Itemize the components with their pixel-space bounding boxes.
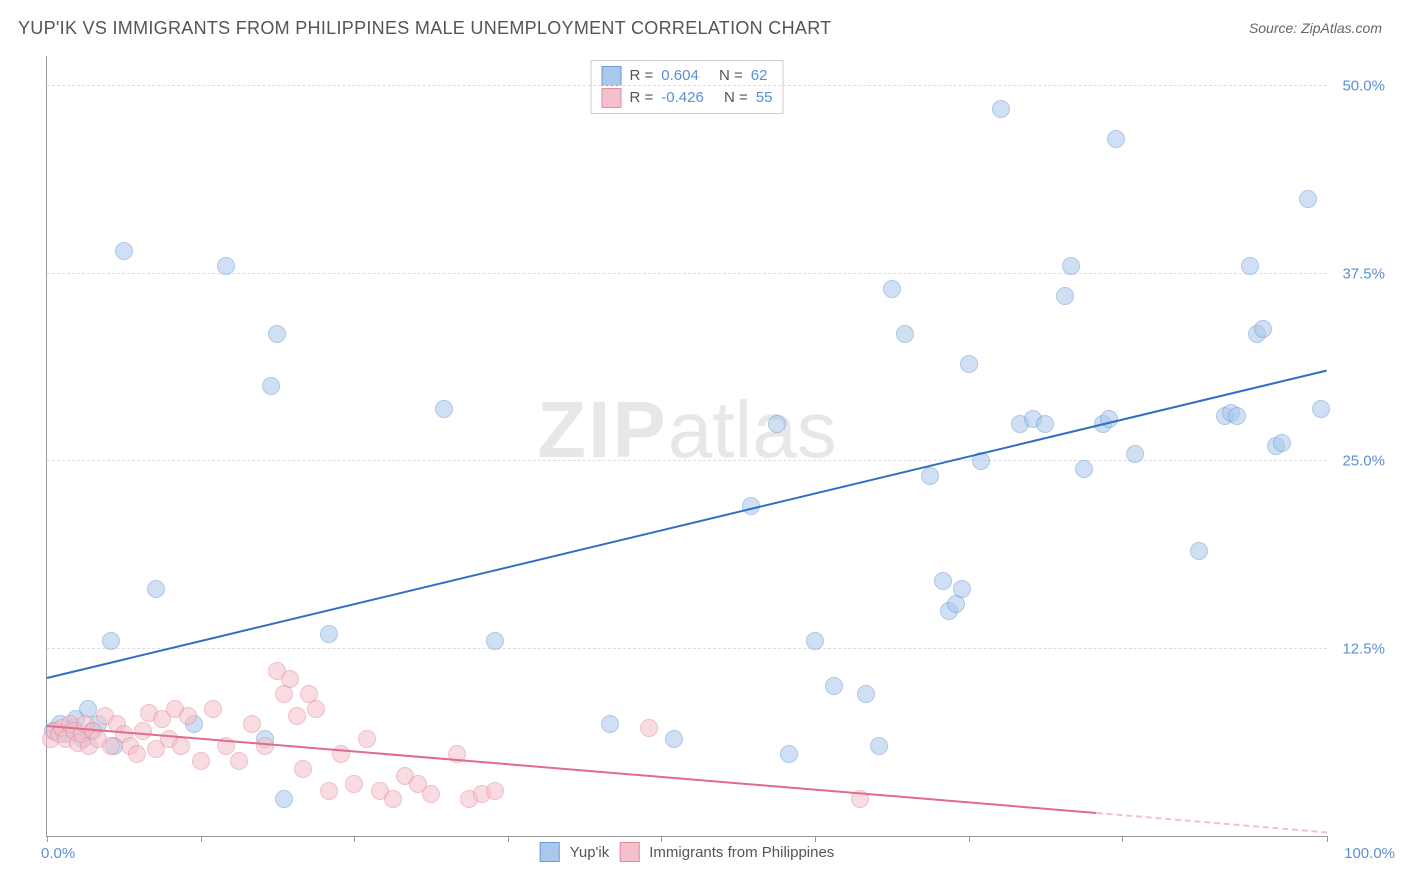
data-point xyxy=(896,325,914,343)
gridline xyxy=(47,273,1327,274)
data-point xyxy=(422,785,440,803)
data-point xyxy=(281,670,299,688)
data-point xyxy=(486,632,504,650)
data-point xyxy=(960,355,978,373)
r-value-series-1: 0.604 xyxy=(661,65,699,87)
data-point xyxy=(134,722,152,740)
data-point xyxy=(934,572,952,590)
y-tick-label: 50.0% xyxy=(1342,78,1385,95)
data-point xyxy=(601,715,619,733)
gridline xyxy=(47,648,1327,649)
data-point xyxy=(1056,287,1074,305)
data-point xyxy=(384,790,402,808)
data-point xyxy=(243,715,261,733)
data-point xyxy=(857,685,875,703)
data-point xyxy=(640,719,658,737)
data-point xyxy=(1126,445,1144,463)
x-tick xyxy=(354,836,355,842)
data-point xyxy=(332,745,350,763)
data-point xyxy=(1190,542,1208,560)
data-point xyxy=(256,737,274,755)
x-tick xyxy=(1122,836,1123,842)
data-point xyxy=(102,632,120,650)
data-point xyxy=(1254,320,1272,338)
data-point xyxy=(435,400,453,418)
legend-label-2: Immigrants from Philippines xyxy=(649,844,834,861)
data-point xyxy=(172,737,190,755)
x-tick xyxy=(1327,836,1328,842)
data-point xyxy=(294,760,312,778)
data-point xyxy=(204,700,222,718)
swatch-bottom-2 xyxy=(619,842,639,862)
y-tick-label: 12.5% xyxy=(1342,640,1385,657)
x-tick xyxy=(969,836,970,842)
swatch-series-1 xyxy=(602,66,622,86)
data-point xyxy=(486,782,504,800)
correlation-legend: R = 0.604 N = 62 R = -0.426 N = 55 xyxy=(591,60,784,114)
data-point xyxy=(320,782,338,800)
r-value-series-2: -0.426 xyxy=(661,87,704,109)
data-point xyxy=(1241,257,1259,275)
series-legend: Yup'ik Immigrants from Philippines xyxy=(540,842,835,862)
data-point xyxy=(825,677,843,695)
legend-row-series-2: R = -0.426 N = 55 xyxy=(602,87,773,109)
data-point xyxy=(358,730,376,748)
data-point xyxy=(953,580,971,598)
gridline xyxy=(47,85,1327,86)
source-attribution: Source: ZipAtlas.com xyxy=(1249,20,1382,36)
y-tick-label: 25.0% xyxy=(1342,453,1385,470)
data-point xyxy=(128,745,146,763)
data-point xyxy=(1228,407,1246,425)
swatch-series-2 xyxy=(602,88,622,108)
data-point xyxy=(665,730,683,748)
data-point xyxy=(217,257,235,275)
data-point xyxy=(883,280,901,298)
data-point xyxy=(806,632,824,650)
data-point xyxy=(230,752,248,770)
data-point xyxy=(1107,130,1125,148)
n-value-series-2: 55 xyxy=(756,87,773,109)
legend-row-series-1: R = 0.604 N = 62 xyxy=(602,65,773,87)
data-point xyxy=(768,415,786,433)
plot-area: ZIPatlas R = 0.604 N = 62 R = -0.426 N =… xyxy=(46,56,1327,837)
x-tick xyxy=(508,836,509,842)
trend-line xyxy=(1097,812,1328,833)
swatch-bottom-1 xyxy=(540,842,560,862)
y-tick-label: 37.5% xyxy=(1342,265,1385,282)
data-point xyxy=(268,325,286,343)
data-point xyxy=(179,707,197,725)
data-point xyxy=(780,745,798,763)
data-point xyxy=(147,580,165,598)
data-point xyxy=(1273,434,1291,452)
x-tick xyxy=(815,836,816,842)
x-tick xyxy=(661,836,662,842)
x-tick xyxy=(47,836,48,842)
data-point xyxy=(870,737,888,755)
chart-title: YUP'IK VS IMMIGRANTS FROM PHILIPPINES MA… xyxy=(18,18,831,39)
data-point xyxy=(1036,415,1054,433)
data-point xyxy=(1299,190,1317,208)
data-point xyxy=(192,752,210,770)
x-axis-min-label: 0.0% xyxy=(41,845,75,862)
data-point xyxy=(1062,257,1080,275)
data-point xyxy=(1075,460,1093,478)
data-point xyxy=(345,775,363,793)
chart-container: YUP'IK VS IMMIGRANTS FROM PHILIPPINES MA… xyxy=(0,0,1406,892)
legend-label-1: Yup'ik xyxy=(570,844,610,861)
data-point xyxy=(307,700,325,718)
x-axis-max-label: 100.0% xyxy=(1344,845,1395,862)
data-point xyxy=(288,707,306,725)
data-point xyxy=(275,790,293,808)
n-value-series-1: 62 xyxy=(751,65,768,87)
data-point xyxy=(115,242,133,260)
data-point xyxy=(921,467,939,485)
data-point xyxy=(262,377,280,395)
x-tick xyxy=(201,836,202,842)
trend-line xyxy=(47,369,1327,678)
data-point xyxy=(992,100,1010,118)
watermark: ZIPatlas xyxy=(537,384,836,476)
data-point xyxy=(320,625,338,643)
data-point xyxy=(1312,400,1330,418)
